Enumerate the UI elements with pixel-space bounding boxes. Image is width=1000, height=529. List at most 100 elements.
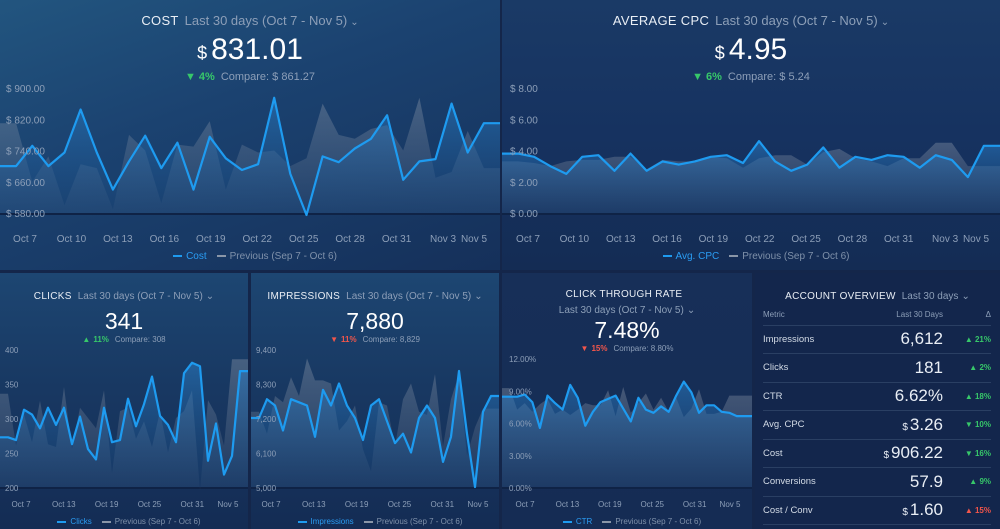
delta-percent: 11%	[340, 335, 357, 344]
legend-previous[interactable]: Previous (Sep 7 - Oct 6)	[376, 517, 463, 526]
chart-legend: Clicks Previous (Sep 7 - Oct 6)	[0, 517, 248, 526]
metric-name: Conversions	[763, 467, 848, 497]
value-number: 341	[104, 308, 144, 334]
legend-previous[interactable]: Previous (Sep 7 - Oct 6)	[742, 251, 850, 262]
legend-swatch-current	[57, 520, 67, 523]
widget-header: CLICK THROUGH RATE	[502, 284, 752, 302]
metric-value: $831.01	[0, 33, 500, 67]
widget-header: AVERAGE CPC Last 30 days (Oct 7 - Nov 5) ⌄	[502, 12, 1000, 30]
y-tick-label: 5,000	[256, 484, 277, 493]
y-tick-label: 0.00%	[509, 484, 532, 493]
legend-current[interactable]: CTR	[575, 517, 593, 526]
x-tick-label: Oct 10	[57, 234, 87, 245]
currency-symbol: $	[902, 507, 908, 519]
x-tick-label: Oct 31	[431, 500, 455, 509]
metric-value: $906.22	[847, 439, 943, 468]
chevron-down-icon: ⌄	[350, 17, 359, 28]
y-tick-label: 8,300	[256, 381, 277, 390]
column-header-delta: Δ	[943, 305, 991, 326]
y-tick-label: 7,200	[256, 415, 277, 424]
triangle-up-icon: ▲	[964, 505, 973, 515]
date-range-dropdown[interactable]: Last 30 days (Oct 7 - Nov 5) ⌄	[502, 300, 752, 318]
x-tick-label: Oct 7	[516, 234, 540, 245]
delta-percent: 4%	[198, 71, 215, 83]
legend-swatch-previous	[602, 520, 612, 523]
y-tick-label: $ 4.00	[510, 147, 538, 158]
chart-baseline	[0, 213, 500, 215]
x-tick-label: Nov 5	[963, 234, 990, 245]
clicks-widget: 400 350 300 250 200 Oct 7 Oct 13 Oct 19 Oct 25 Oc…	[0, 273, 248, 529]
delta-row: ▼ 15% Compare: 8.80%	[502, 344, 752, 353]
widget-title: AVERAGE CPC	[612, 13, 710, 28]
legend-previous[interactable]: Previous (Sep 7 - Oct 6)	[229, 251, 337, 262]
legend-current[interactable]: Cost	[186, 251, 207, 262]
x-tick-label: Oct 25	[388, 500, 412, 509]
ctr-widget: 12.00% 9.00% 6.00% 3.00% 0.00% Oct 7 Oct 13 Oct…	[502, 273, 752, 529]
y-tick-label: 350	[5, 381, 19, 390]
value-number: 6.62%	[894, 386, 943, 406]
date-range-dropdown[interactable]: Last 30 days (Oct 7 - Nov 5) ⌄	[346, 291, 482, 302]
y-tick-label: $ 900.00	[6, 84, 45, 95]
chevron-down-icon: ⌄	[880, 17, 890, 28]
legend-current[interactable]: Avg. CPC	[675, 251, 720, 262]
value-number: 4.95	[728, 33, 788, 66]
date-range-label: Last 30 days (Oct 7 - Nov 5)	[184, 13, 348, 28]
delta-cell: ▼ 10%	[943, 410, 991, 440]
date-range-dropdown[interactable]: Last 30 days (Oct 7 - Nov 5) ⌄	[185, 13, 359, 28]
y-tick-label: $ 740.00	[6, 147, 45, 158]
x-tick-label: Oct 28	[838, 234, 868, 245]
date-range-label: Last 30 days (Oct 7 - Nov 5)	[558, 305, 684, 316]
legend-previous[interactable]: Previous (Sep 7 - Oct 6)	[615, 517, 702, 526]
x-tick-label: Oct 7	[13, 234, 37, 245]
legend-swatch-current	[562, 520, 572, 523]
x-tick-label: Nov 3	[932, 234, 959, 245]
widget-header: ACCOUNT OVERVIEW Last 30 days ⌄	[755, 286, 1000, 304]
legend-current[interactable]: Impressions	[310, 517, 354, 526]
widget-header: IMPRESSIONS Last 30 days (Oct 7 - Nov 5) ⌄	[251, 286, 499, 304]
ctr-chart: 12.00% 9.00% 6.00% 3.00% 0.00% Oct 7 Oct 13 Oct…	[502, 355, 752, 509]
metric-value: $1.60	[847, 496, 943, 525]
x-tick-label: Oct 16	[652, 234, 682, 245]
triangle-up-icon: ▲	[969, 477, 978, 487]
value-number: 831.01	[211, 33, 303, 66]
table-row: Impressions 6,612 ▲ 21%	[763, 325, 991, 354]
date-range-dropdown[interactable]: Last 30 days ⌄	[902, 291, 970, 302]
cost-widget: $ 900.00 $ 820.00 $ 740.00 $ 660.00 $ 580.00…	[0, 0, 500, 270]
legend-swatch-current	[662, 255, 672, 258]
clicks-chart: 400 350 300 250 200 Oct 7 Oct 13 Oct 19 Oct 25 Oc…	[0, 346, 248, 509]
table-row: Avg. CPC $3.26 ▼ 10%	[763, 410, 991, 440]
x-tick-label: Oct 19	[345, 500, 369, 509]
triangle-up-icon: ▲	[969, 363, 978, 373]
date-range-dropdown[interactable]: Last 30 days (Oct 7 - Nov 5) ⌄	[715, 13, 889, 28]
date-range-label: Last 30 days (Oct 7 - Nov 5)	[346, 291, 472, 302]
y-tick-label: 200	[5, 484, 19, 493]
y-tick-label: $ 0.00	[510, 209, 538, 220]
x-tick-label: Oct 16	[150, 234, 180, 245]
delta-cell: ▲ 15%	[943, 496, 991, 525]
delta-percent: 6%	[706, 71, 722, 83]
widget-header: COST Last 30 days (Oct 7 - Nov 5) ⌄	[0, 12, 500, 30]
legend-previous[interactable]: Previous (Sep 7 - Oct 6)	[114, 517, 201, 526]
chart-legend: Cost Previous (Sep 7 - Oct 6)	[0, 251, 500, 262]
metric-value: 6.62%	[847, 382, 943, 411]
delta-percent: 11%	[93, 335, 109, 344]
legend-current[interactable]: Clicks	[70, 517, 92, 526]
currency-symbol: $	[714, 43, 725, 63]
compare-value: Compare: 308	[114, 335, 166, 344]
date-range-dropdown[interactable]: Last 30 days (Oct 7 - Nov 5) ⌄	[78, 291, 214, 302]
chevron-down-icon: ⌄	[961, 291, 970, 302]
legend-swatch-previous	[363, 520, 373, 523]
value-number: 57.9	[909, 471, 943, 491]
chart-legend: CTR Previous (Sep 7 - Oct 6)	[502, 517, 752, 526]
current-series-area	[0, 97, 500, 215]
current-series-line	[251, 369, 499, 489]
chevron-down-icon: ⌄	[205, 291, 215, 302]
table-row: Clicks 181 ▲ 2%	[763, 353, 991, 383]
column-header-metric: Metric	[763, 305, 848, 326]
chart-baseline	[502, 213, 1000, 215]
x-tick-label: Oct 13	[556, 500, 580, 509]
compare-value: Compare: $ 5.24	[727, 71, 810, 83]
delta-percent: 21%	[974, 334, 991, 344]
current-series-line	[0, 361, 248, 476]
x-tick-label: Nov 3	[430, 234, 457, 245]
